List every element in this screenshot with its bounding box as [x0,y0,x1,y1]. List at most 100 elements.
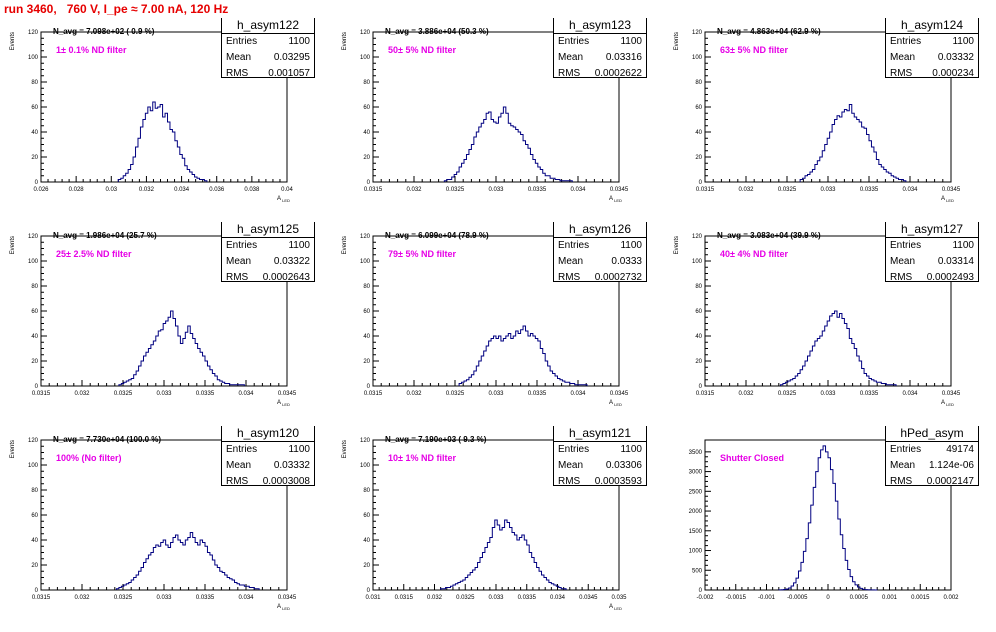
stat-value: 0.0002493 [926,272,974,283]
stats-entries-row: Entries 1100 [886,238,978,254]
filter-label: 63± 5% ND filter [720,45,788,55]
histogram-name: h_asym121 [554,426,646,442]
x-tick-label: 0.033 [488,391,504,397]
x-tick-label: -0.001 [758,595,776,601]
y-tick-label: 120 [360,234,371,240]
y-tick-label: 40 [363,538,370,544]
stat-label: Entries [890,444,922,455]
stats-rms-row: RMS 0.000234 [886,66,978,82]
y-tick-label: 1500 [689,529,703,535]
stat-value: 1100 [952,240,974,251]
histogram-name: h_asym127 [886,222,978,238]
y-tick-label: 80 [31,284,38,290]
y-axis-title: Events [674,236,680,254]
filter-label: Shutter Closed [720,453,785,463]
y-tick-label: 80 [31,488,38,494]
stats-entries-row: Entries 1100 [554,442,646,458]
stat-label: RMS [558,476,581,487]
y-tick-label: 80 [363,284,370,290]
y-tick-label: 0 [699,588,703,594]
histogram-plot: 0.026 0.028 0.03 0.032 0.034 0.036 0.038 0.04 0 2… [10,30,293,203]
histogram-name: h_asym123 [554,18,646,34]
stats-entries-row: Entries 1100 [222,442,314,458]
stat-value: 1100 [620,444,642,455]
x-tick-label: 0.0325 [114,391,133,397]
histogram-plot: 0.0315 0.032 0.0325 0.033 0.0335 0.034 0.0345 0… [674,234,961,407]
x-tick-label: 0.0345 [942,391,961,397]
stat-value: 1100 [288,444,310,455]
y-tick-label: 60 [31,513,38,519]
x-tick-label: 0.0005 [850,595,869,601]
y-tick-label: 40 [31,334,38,340]
stat-label: Entries [558,240,590,251]
panel-h_asym125: 0.0315 0.032 0.0325 0.033 0.0335 0.034 0.0345 0… [0,222,330,428]
y-tick-label: 120 [360,30,371,36]
stat-value: 1100 [952,36,974,47]
x-tick-label: 0.032 [738,391,754,397]
histogram-line [440,519,567,590]
panel-h_asym127: 0.0315 0.032 0.0325 0.033 0.0335 0.034 0.0345 0… [664,222,994,428]
stat-value: 0.0003008 [262,476,310,487]
histogram-plot: 0.0315 0.032 0.0325 0.033 0.0335 0.034 0.0345 0… [674,30,961,203]
stats-mean-row: Mean 0.03332 [886,50,978,66]
stat-label: Mean [226,52,252,63]
stats-mean-row: Mean 1.124e-06 [886,458,978,474]
y-tick-label: 60 [363,309,370,315]
x-tick-label: 0.032 [74,391,90,397]
stats-rms-row: RMS 0.0002732 [554,270,646,286]
x-tick-label: -0.0005 [787,595,808,601]
histogram-name: h_asym125 [222,222,314,238]
stat-label: RMS [226,476,249,487]
stats-mean-row: Mean 0.03332 [222,458,314,474]
y-tick-label: 60 [31,309,38,315]
stat-value: 0.03295 [273,52,310,63]
stats-rms-row: RMS 0.001057 [222,66,314,82]
stats-mean-row: Mean 0.03322 [222,254,314,270]
y-tick-label: 0 [35,180,39,186]
filter-label: 79± 5% ND filter [388,249,456,259]
filter-label: 1± 0.1% ND filter [56,45,127,55]
y-tick-label: 60 [363,105,370,111]
y-tick-label: 0 [699,384,703,390]
y-axis-title: Events [10,440,16,458]
y-tick-label: 100 [692,259,703,265]
stats-mean-row: Mean 0.0333 [554,254,646,270]
x-tick-label: 0.032 [738,187,754,193]
stat-value: 1.124e-06 [928,460,974,471]
y-tick-label: 120 [360,438,371,444]
y-axis-title: Events [342,236,348,254]
x-tick-label: 0.034 [570,391,586,397]
x-tick-label: 0.0335 [196,595,215,601]
histogram-plot: 0.0315 0.032 0.0325 0.033 0.0335 0.034 0.0345 0… [342,234,629,407]
x-tick-label: 0.0335 [860,391,879,397]
stats-box: h_asym125 Entries 1100 Mean 0.03322 RMS 0.0002… [221,222,315,283]
histogram-line [115,532,260,590]
y-tick-label: 20 [363,359,370,365]
y-tick-label: 0 [35,588,39,594]
stat-value: 0.03332 [937,52,974,63]
histogram-line [779,310,897,386]
panel-h_asym123: 0.0315 0.032 0.0325 0.033 0.0335 0.034 0.0345 0… [332,18,662,224]
histogram-line [117,101,208,182]
y-tick-label: 0 [35,384,39,390]
stats-box: h_asym121 Entries 1100 Mean 0.03306 RMS 0.0003… [553,426,647,487]
stats-mean-row: Mean 0.03306 [554,458,646,474]
x-tick-label: 0.0315 [395,595,414,601]
stats-entries-row: Entries 1100 [554,34,646,50]
y-axis-title: Events [10,236,16,254]
n-avg-label: N_avg = 7.098e+02 ( 0.9 %) [53,27,155,36]
n-avg-label: N_avg = 7.190e+03 ( 9.3 %) [385,435,487,444]
stat-label: RMS [890,476,913,487]
stat-label: Entries [890,36,922,47]
stats-mean-row: Mean 0.03316 [554,50,646,66]
y-tick-label: 0 [367,180,371,186]
y-tick-label: 100 [692,55,703,61]
stats-rms-row: RMS 0.0002622 [554,66,646,82]
filter-label: 10± 1% ND filter [388,453,456,463]
n-avg-label: N_avg = 4.863e+04 (62.9 %) [717,27,821,36]
stat-label: Entries [558,36,590,47]
stats-rms-row: RMS 0.0002493 [886,270,978,286]
x-tick-label: 0.033 [488,595,504,601]
y-tick-label: 20 [363,155,370,161]
stat-value: 1100 [288,240,310,251]
